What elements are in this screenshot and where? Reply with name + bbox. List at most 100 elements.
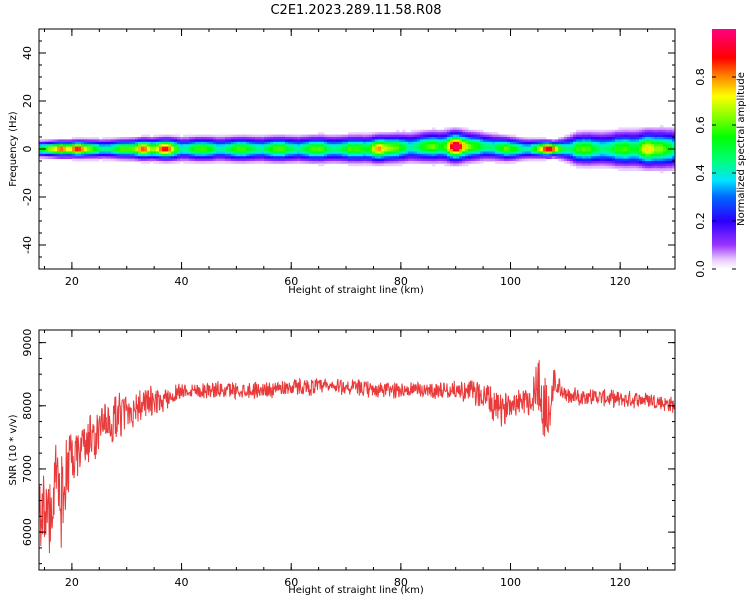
spectrogram-cell	[231, 134, 235, 138]
spectrogram-cell	[261, 146, 265, 150]
spectrogram-cell	[591, 129, 595, 133]
spectrogram-cell	[549, 141, 553, 145]
spectrogram-cell	[72, 156, 76, 159]
x-tick-label: 80	[394, 275, 408, 288]
spectrogram-cell	[198, 146, 202, 150]
spectrogram-cell	[573, 161, 577, 164]
spectrogram-cell	[174, 137, 178, 140]
spectrogram-cell	[144, 141, 148, 145]
spectrogram-cell	[210, 139, 214, 143]
spectrogram-cell	[483, 146, 487, 150]
spectrogram-cell	[84, 137, 88, 140]
spectrogram-cell	[348, 161, 352, 164]
spectrogram-cell	[435, 139, 439, 143]
spectrogram-cell	[174, 161, 178, 164]
spectrogram-cell	[486, 132, 490, 135]
spectrogram-cell	[132, 153, 136, 157]
spectrogram-cell	[540, 146, 544, 150]
spectrogram-cell	[528, 141, 532, 145]
spectrogram-cell	[648, 144, 652, 147]
spectrogram-cell	[369, 134, 373, 138]
spectrogram-cell	[609, 161, 613, 164]
spectrogram-cell	[294, 151, 298, 155]
spectrogram-cell	[309, 156, 313, 159]
spectrogram-cell	[459, 156, 463, 159]
spectrogram-cell	[618, 151, 622, 155]
spectrogram-cell	[402, 144, 406, 147]
spectrogram-cell	[630, 146, 634, 150]
spectrogram-cell	[558, 156, 562, 159]
spectrogram-cell	[168, 151, 172, 155]
spectrogram-cell	[393, 134, 397, 138]
spectrogram-cell	[324, 161, 328, 164]
spectrogram-cell	[225, 146, 229, 150]
spectrogram-cell	[264, 156, 268, 159]
spectrogram-cell	[618, 161, 622, 164]
spectrogram-cell	[159, 153, 163, 157]
spectrogram-cell	[195, 156, 199, 159]
spectrogram-cell	[264, 141, 268, 145]
spectrogram-cell	[597, 134, 601, 138]
spectrogram-cell	[597, 146, 601, 150]
spectrogram-cell	[492, 149, 496, 152]
spectrogram-cell	[156, 137, 160, 140]
spectrogram-cell	[387, 153, 391, 157]
spectrogram-cell	[216, 144, 220, 147]
spectrogram-cell	[339, 149, 343, 152]
spectrogram-cell	[264, 137, 268, 140]
spectrogram-cell	[387, 161, 391, 164]
spectrogram-cell	[153, 156, 157, 159]
spectrogram-cell	[333, 156, 337, 159]
spectrogram-cell	[603, 156, 607, 159]
spectrogram-cell	[438, 151, 442, 155]
spectrogram-cell	[567, 156, 571, 159]
spectrogram-cell	[489, 132, 493, 135]
spectrogram-cell	[465, 127, 469, 131]
spectrogram-cell	[621, 151, 625, 155]
spectrogram-cell	[129, 153, 133, 157]
spectrogram-cell	[612, 151, 616, 155]
spectrogram-cell	[393, 161, 397, 164]
spectrogram-cell	[330, 137, 334, 140]
spectrogram-cell	[501, 158, 505, 162]
spectrogram-cell	[345, 156, 349, 159]
spectrogram-cell	[252, 141, 256, 145]
spectrogram-cell	[489, 151, 493, 155]
spectrogram-cell	[471, 129, 475, 133]
spectrogram-cell	[642, 158, 646, 162]
spectrogram-cell	[336, 146, 340, 150]
spectrogram-cell	[234, 141, 238, 145]
spectrogram-cell	[414, 141, 418, 145]
spectrogram-cell	[378, 158, 382, 162]
spectrogram-cell	[600, 153, 604, 157]
spectrogram-cell	[75, 144, 79, 147]
spectrogram-cell	[339, 137, 343, 140]
spectrogram-cell	[99, 153, 103, 157]
spectrogram-cell	[399, 146, 403, 150]
spectrogram-cell	[669, 151, 673, 155]
spectrogram-cell	[195, 149, 199, 152]
spectrogram-cell	[267, 146, 271, 150]
spectrogram-cell	[351, 139, 355, 143]
spectrogram-cell	[660, 125, 664, 128]
spectrogram-cell	[441, 139, 445, 143]
spectrogram-cell	[642, 161, 646, 164]
spectrogram-cell	[141, 146, 145, 150]
spectrogram-cell	[420, 149, 424, 152]
spectrogram-cell	[339, 156, 343, 159]
spectrogram-cell	[69, 139, 73, 143]
spectrogram-cell	[294, 149, 298, 152]
spectrogram-cell	[672, 158, 675, 162]
spectrogram-cell	[579, 151, 583, 155]
spectrogram-cell	[375, 158, 379, 162]
spectrogram-cell	[519, 158, 523, 162]
spectrogram-cell	[471, 137, 475, 140]
spectrogram-cell	[153, 149, 157, 152]
spectrogram-cell	[546, 153, 550, 157]
spectrogram-cell	[432, 149, 436, 152]
spectrogram-cell	[45, 149, 49, 152]
spectrogram-cell	[570, 156, 574, 159]
spectrogram-cell	[201, 141, 205, 145]
spectrogram-cell	[135, 144, 139, 147]
spectrogram-cell	[453, 163, 457, 167]
